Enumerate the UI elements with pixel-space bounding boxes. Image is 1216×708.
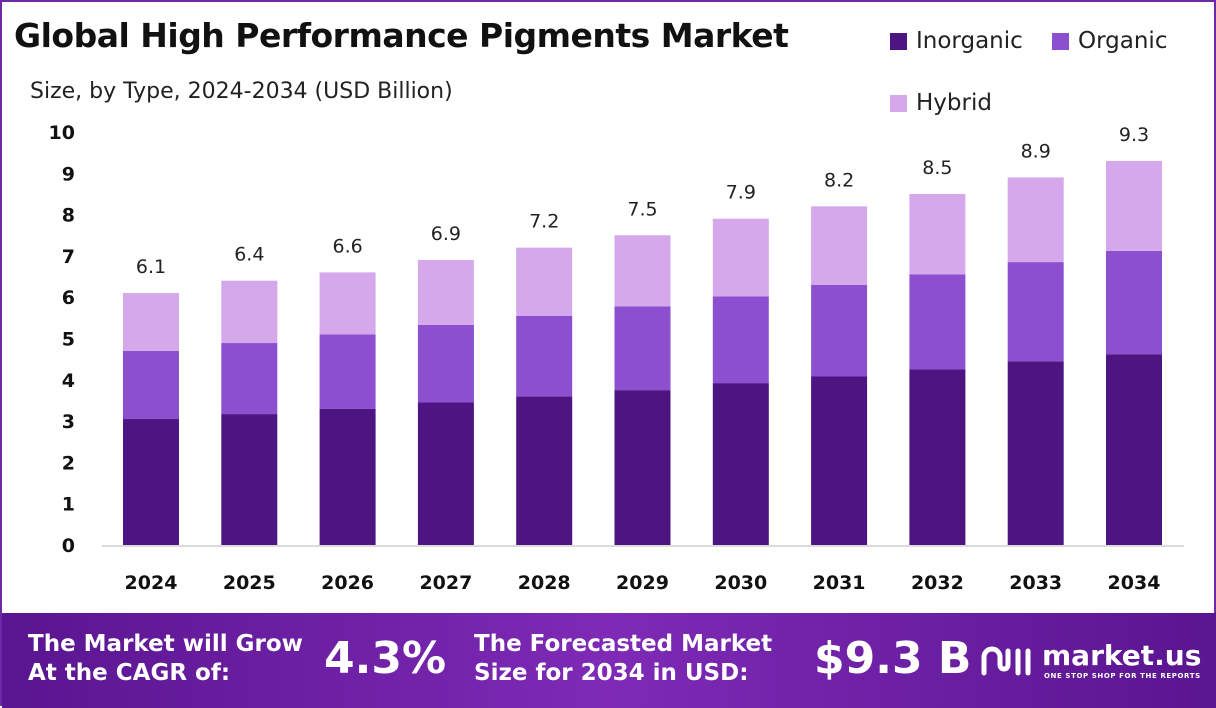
y-tick-label: 9 — [62, 163, 75, 185]
legend-item-organic: Organic — [1052, 28, 1167, 54]
bar-segment-inorganic — [221, 414, 278, 545]
bar-segment-hybrid — [319, 272, 376, 335]
cagr-value: 4.3% — [324, 633, 447, 684]
bar-segment-hybrid — [123, 293, 179, 351]
legend-item-inorganic: Inorganic — [890, 28, 1023, 54]
bar-segment-organic — [516, 315, 573, 397]
x-tick-label: 2024 — [125, 572, 178, 594]
bar-segment-inorganic — [319, 408, 376, 545]
bar-segment-inorganic — [909, 369, 966, 545]
legend-swatch-inorganic — [890, 32, 907, 50]
bar-segment-hybrid — [1007, 177, 1064, 263]
bar-segment-hybrid — [1106, 160, 1162, 251]
legend-label-organic: Organic — [1078, 28, 1168, 54]
bar-segment-inorganic — [811, 376, 868, 545]
bar-segment-organic — [811, 284, 868, 377]
total-value-label: 9.3 — [1119, 124, 1149, 146]
bar-segment-inorganic — [417, 402, 474, 545]
bar-segment-hybrid — [614, 235, 671, 307]
x-tick-label: 2034 — [1108, 572, 1161, 594]
y-tick-label: 5 — [62, 329, 75, 351]
bar-segment-inorganic — [516, 396, 573, 545]
y-tick-label: 6 — [62, 287, 75, 309]
x-tick-label: 2029 — [616, 572, 669, 594]
bar-segment-organic — [1106, 250, 1162, 355]
bar-segment-inorganic — [614, 390, 671, 545]
stacked-bar-chart: 0 1 2 3 4 5 6 7 8 9 10 6.1 2024 6.4 2025 6.6 2026 6.9 2027… — [49, 122, 1184, 594]
cagr-label-line1: The Market will Grow — [28, 631, 303, 657]
legend-swatch-organic — [1052, 32, 1069, 50]
total-value-label: 8.2 — [824, 169, 854, 191]
x-tick-label: 2033 — [1009, 572, 1062, 594]
bar-segment-hybrid — [221, 280, 278, 344]
forecast-label-line2: Size for 2034 in USD: — [474, 660, 749, 686]
market-us-logo-icon — [981, 646, 1031, 676]
y-tick-label: 3 — [62, 411, 75, 433]
footer-banner: The Market will Grow At the CAGR of: 4.3… — [2, 613, 1216, 708]
bar-segment-organic — [614, 306, 671, 391]
chart-subtitle: Size, by Type, 2024-2034 (USD Billion) — [30, 79, 453, 104]
bar-segment-organic — [417, 324, 474, 403]
legend-swatch-hybrid — [890, 94, 907, 112]
bar-segment-organic — [221, 343, 278, 415]
bar-segment-inorganic — [712, 383, 769, 545]
x-tick-label: 2026 — [321, 572, 374, 594]
bar-segment-inorganic — [123, 419, 179, 545]
legend-label-inorganic: Inorganic — [916, 28, 1023, 54]
chart-title: Global High Performance Pigments Market — [14, 16, 789, 55]
y-tick-label: 2 — [62, 452, 75, 474]
total-value-label: 6.9 — [431, 223, 461, 245]
total-value-label: 8.9 — [1021, 140, 1051, 162]
total-value-label: 6.1 — [136, 256, 166, 278]
total-value-label: 8.5 — [922, 157, 952, 179]
y-tick-label: 10 — [49, 122, 75, 144]
bar-segment-organic — [909, 274, 966, 370]
y-tick-label: 1 — [62, 494, 75, 516]
cagr-label-line2: At the CAGR of: — [28, 660, 231, 686]
y-tick-label: 8 — [62, 205, 75, 227]
y-tick-label: 4 — [62, 370, 75, 392]
bar-segment-inorganic — [1007, 361, 1064, 545]
total-value-label: 7.9 — [726, 182, 756, 204]
bar-segment-hybrid — [909, 193, 966, 275]
forecast-label-line1: The Forecasted Market — [474, 631, 773, 657]
total-value-label: 7.5 — [627, 198, 657, 220]
legend-item-hybrid: Hybrid — [890, 90, 992, 116]
x-tick-label: 2030 — [714, 572, 767, 594]
x-tick-label: 2025 — [223, 572, 276, 594]
bar-segment-hybrid — [516, 247, 573, 316]
total-value-label: 6.6 — [332, 235, 362, 257]
x-tick-label: 2032 — [911, 572, 964, 594]
brand-name: market.us — [1042, 639, 1202, 672]
brand-tagline: ONE STOP SHOP FOR THE REPORTS — [1044, 672, 1201, 680]
y-tick-label: 7 — [62, 246, 75, 268]
x-tick-label: 2028 — [518, 572, 571, 594]
y-tick-label: 0 — [62, 535, 75, 557]
total-value-label: 7.2 — [529, 211, 559, 233]
bar-segment-hybrid — [712, 218, 769, 297]
bar-segment-organic — [1007, 262, 1064, 362]
x-tick-label: 2031 — [813, 572, 866, 594]
legend-label-hybrid: Hybrid — [916, 90, 992, 116]
bar-segment-organic — [123, 350, 179, 420]
bar-segment-hybrid — [811, 206, 868, 285]
total-value-label: 6.4 — [234, 244, 264, 266]
forecast-value: $9.3 B — [814, 633, 972, 684]
x-tick-label: 2027 — [419, 572, 472, 594]
bar-segment-inorganic — [1106, 354, 1162, 545]
bar-segment-organic — [319, 334, 376, 409]
bar-segment-organic — [712, 296, 769, 384]
bar-segment-hybrid — [417, 260, 474, 325]
